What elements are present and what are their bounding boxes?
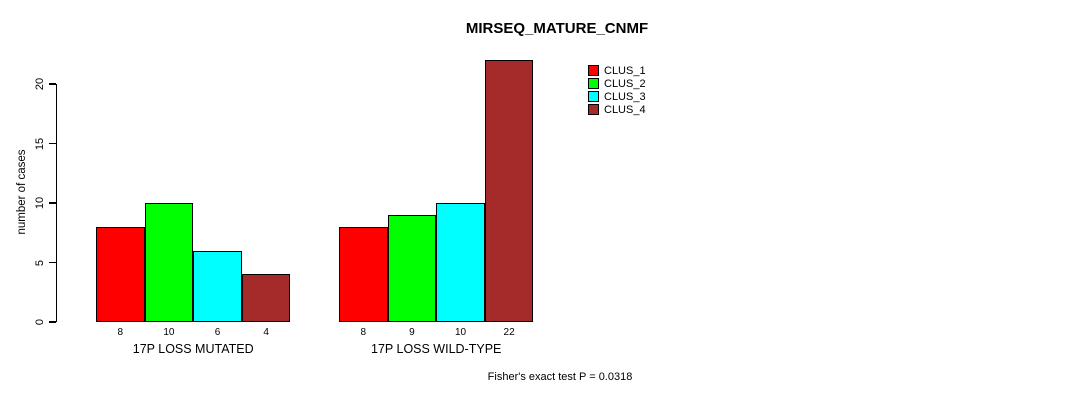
y-tick-label: 10 [34,196,46,210]
bar-clus_2 [144,203,194,322]
legend-swatch [588,78,599,89]
legend-label: CLUS_3 [604,90,646,103]
annotation-text: Fisher's exact test P = 0.0318 [487,371,633,383]
bar-clus_4 [241,274,291,322]
y-tick [48,202,56,204]
legend-label: CLUS_2 [604,77,646,90]
bar-clus_2 [387,214,437,322]
legend-swatch [588,91,599,102]
bar-value-label: 22 [503,327,515,338]
y-tick-label: 20 [34,77,46,91]
legend-item: CLUS_3 [588,90,646,103]
bar-value-label: 10 [454,327,467,338]
bar-clus_4 [484,60,534,322]
legend-item: CLUS_4 [588,103,646,116]
group-label: 17P LOSS MUTATED [132,342,254,356]
bar-value-label: 8 [117,327,124,338]
bar-value-label: 10 [163,327,175,338]
bar-value-label: 6 [214,327,221,338]
y-tick-label: 15 [34,137,46,150]
bar-clus_1 [96,226,145,322]
bar-clus_1 [339,226,388,322]
y-tick [48,83,56,85]
chart-title: MIRSEQ_MATURE_CNMF [465,20,649,37]
legend: CLUS_1 CLUS_2 CLUS_3 CLUS_4 [588,64,646,116]
group-label: 17P LOSS WILD-TYPE [371,342,502,356]
legend-swatch [588,65,599,76]
y-tick [48,261,56,264]
legend-label: CLUS_4 [604,103,646,116]
y-axis-line [55,84,57,322]
bar-value-label: 4 [263,327,269,338]
bar-clus_3 [436,203,485,322]
y-tick-label: 5 [34,259,46,266]
bar-value-label: 8 [360,327,367,338]
legend-swatch [588,104,599,115]
y-tick-label: 0 [34,318,46,326]
y-tick [48,321,56,323]
y-tick [48,142,56,145]
legend-label: CLUS_1 [604,64,646,77]
y-axis-label: number of cases [16,149,28,235]
legend-item: CLUS_1 [588,64,646,77]
bar-value-label: 9 [409,327,415,338]
legend-item: CLUS_2 [588,77,646,90]
bar-clus_3 [193,250,242,322]
